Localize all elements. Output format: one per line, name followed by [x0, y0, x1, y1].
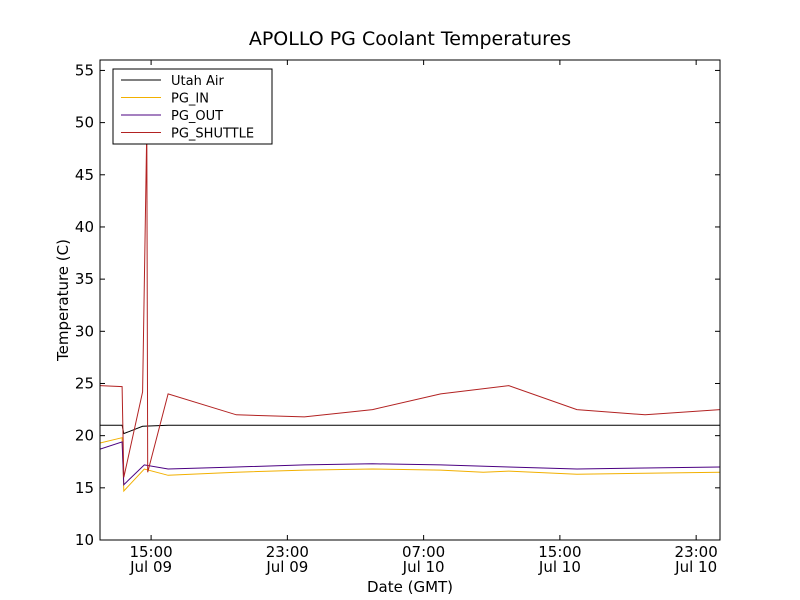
- series-layer: [100, 127, 720, 493]
- x-tick-date-label: Jul 10: [674, 558, 717, 576]
- y-axis-label: Temperature (C): [54, 239, 72, 362]
- y-tick-label: 15: [75, 479, 94, 497]
- legend-label: PG_SHUTTLE: [171, 127, 254, 142]
- x-tick-time-label: 23:00: [675, 543, 718, 561]
- legend: Utah Air PG_IN PG_OUT PG_SHUTTLE: [112, 68, 273, 145]
- x-tick-time-label: 23:00: [266, 543, 309, 561]
- y-tick-label: 55: [75, 61, 94, 79]
- x-tick-time-label: 15:00: [129, 543, 172, 561]
- y-tick-label: 10: [75, 531, 94, 549]
- legend-box: [112, 68, 273, 145]
- y-tick-label: 35: [75, 270, 94, 288]
- y-tick-label: 40: [75, 218, 94, 236]
- x-tick-date-label: Jul 10: [538, 558, 581, 576]
- y-axis: 10 15 20 25 30 35 40 45 50 55: [75, 61, 720, 549]
- series-line-utah-air: [100, 424, 720, 435]
- x-tick-date-label: Jul 09: [129, 558, 172, 576]
- y-tick-label: 50: [75, 114, 94, 132]
- x-tick-time-label: 15:00: [538, 543, 581, 561]
- x-tick-date-label: Jul 09: [265, 558, 308, 576]
- series-line-pg-in: [100, 437, 720, 493]
- x-tick-date-label: Jul 10: [402, 558, 445, 576]
- legend-label: PG_IN: [171, 92, 209, 107]
- y-tick-label: 25: [75, 374, 94, 392]
- legend-label: Utah Air: [171, 74, 224, 89]
- chart-title: APOLLO PG Coolant Temperatures: [249, 28, 571, 50]
- legend-label: PG_OUT: [171, 109, 223, 124]
- plot-frame: [99, 59, 721, 541]
- y-tick-label: 45: [75, 166, 94, 184]
- y-tick-label: 20: [75, 427, 94, 445]
- x-tick-time-label: 07:00: [402, 543, 445, 561]
- x-axis-label: Date (GMT): [367, 578, 453, 596]
- series-line-pg-out: [100, 441, 720, 486]
- y-tick-label: 30: [75, 322, 94, 340]
- series-line-pg-shuttle: [100, 127, 720, 478]
